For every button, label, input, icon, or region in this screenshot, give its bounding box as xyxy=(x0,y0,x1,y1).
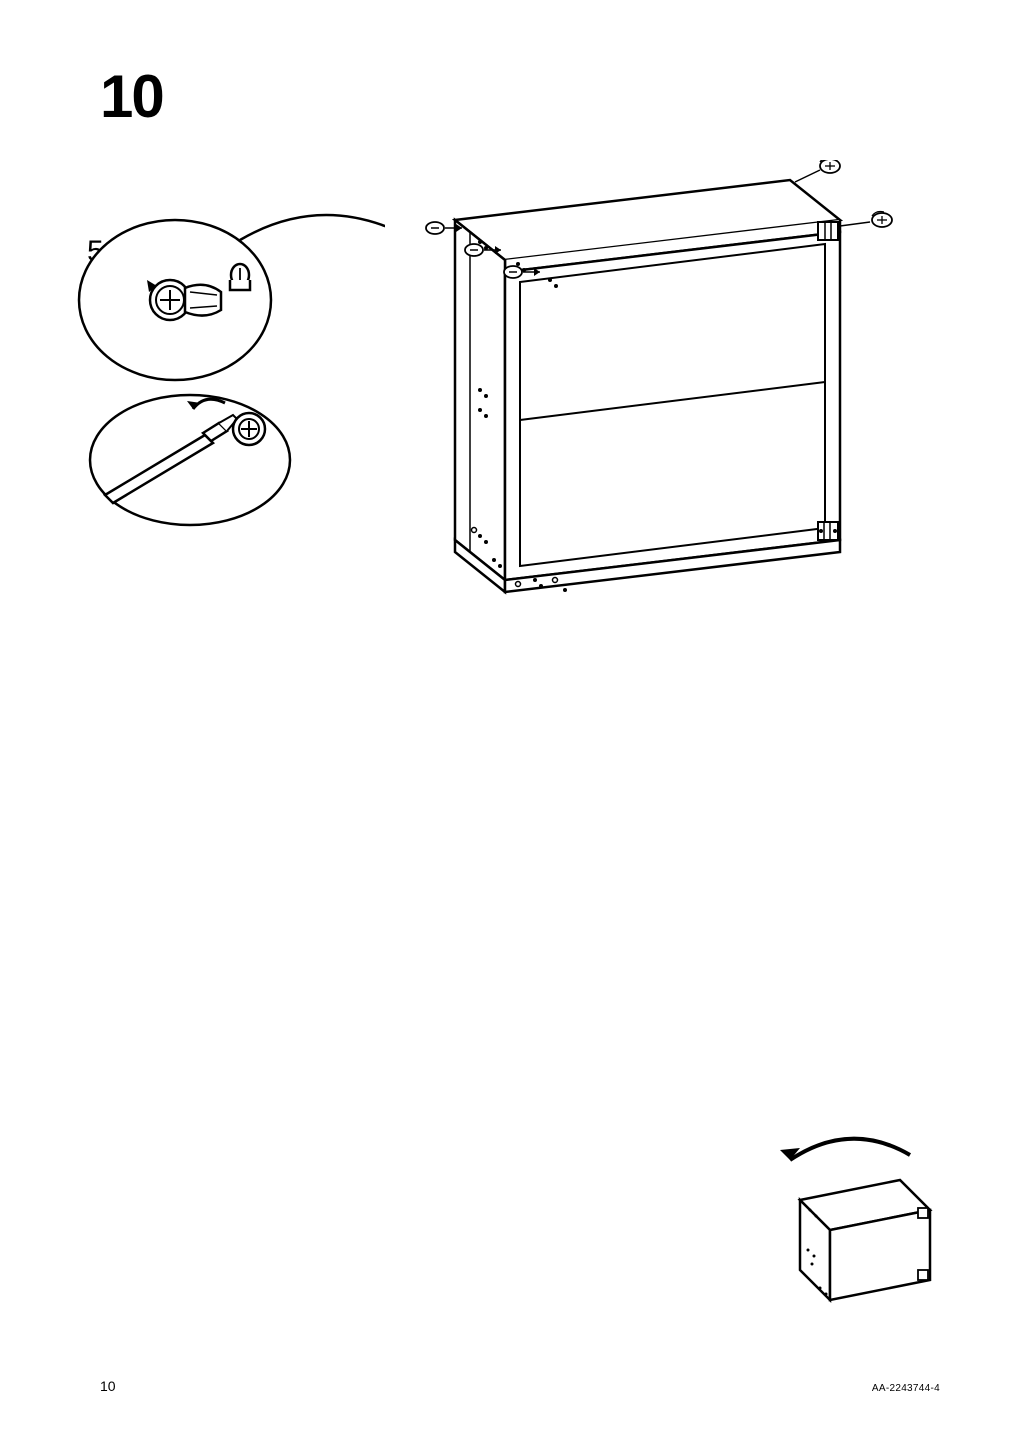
main-cabinet-diagram xyxy=(400,160,920,640)
detail-bubble-screwdriver xyxy=(85,385,295,535)
page-number: 10 xyxy=(100,1378,116,1394)
step-number: 10 xyxy=(100,62,163,131)
document-id: AA-2243744-4 xyxy=(872,1383,940,1394)
assembly-instruction-page: 10 5x 113434 xyxy=(0,0,1012,1432)
rotate-cabinet-hint xyxy=(760,1130,950,1310)
detail-bubble-cam-lock xyxy=(75,200,385,400)
